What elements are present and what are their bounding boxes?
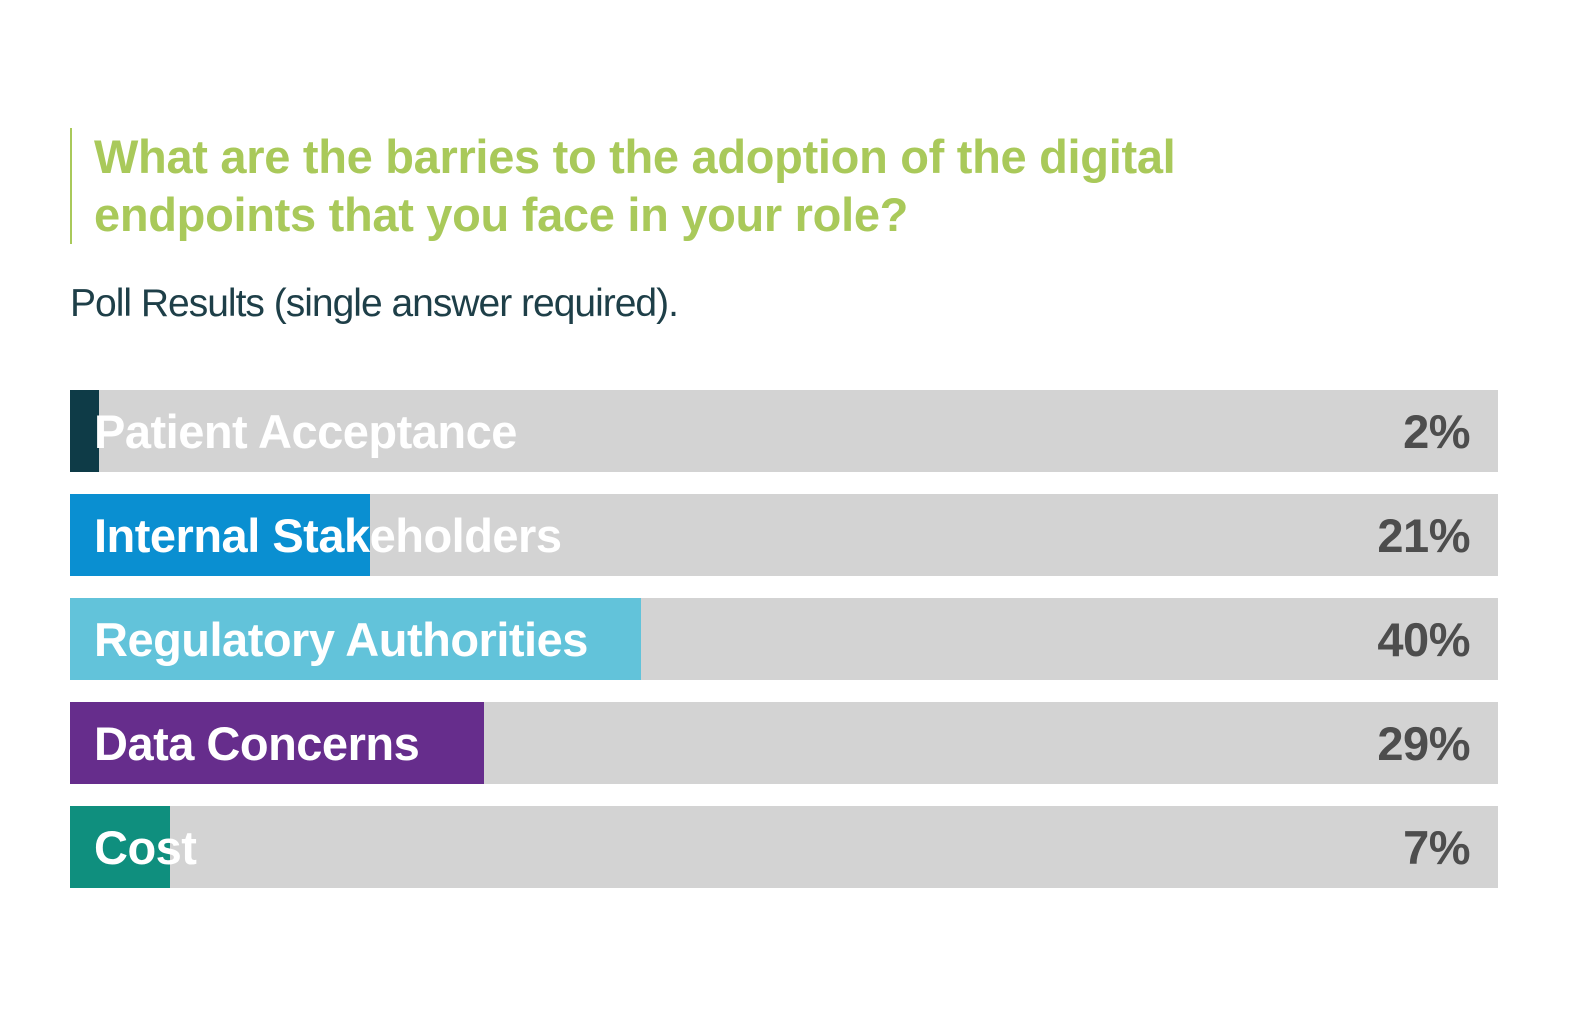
bar-row: Cost 7%: [70, 806, 1498, 888]
value-label: 2%: [1403, 404, 1470, 458]
bar: [70, 390, 99, 472]
value-label: 7%: [1403, 820, 1470, 874]
title-block: What are the barries to the adoption of …: [70, 128, 1354, 244]
bar: [70, 806, 170, 888]
bar-row: Patient Acceptance 2%: [70, 390, 1498, 472]
category-label: Patient Acceptance: [94, 404, 517, 458]
value-label: 40%: [1377, 612, 1470, 666]
bar-row: Regulatory Authorities 40%: [70, 598, 1498, 680]
bar: [70, 494, 370, 576]
chart-title: What are the barries to the adoption of …: [94, 130, 1176, 241]
bar: [70, 702, 485, 784]
value-label: 21%: [1377, 508, 1470, 562]
bar-row: Internal Stakeholders 21%: [70, 494, 1498, 576]
category-label: Regulatory Authorities: [94, 612, 588, 666]
bar: [70, 598, 642, 680]
category-label: Data Concerns: [94, 716, 420, 770]
bar-row: Data Concerns 29%: [70, 702, 1498, 784]
chart-subtitle: Poll Results (single answer required).: [70, 282, 679, 325]
bar-chart: Patient Acceptance 2% Internal Stakeholder…: [70, 390, 1498, 910]
category-label: Internal Stakeholders: [94, 508, 562, 562]
category-label: Cost: [94, 820, 197, 874]
value-label: 29%: [1377, 716, 1470, 770]
